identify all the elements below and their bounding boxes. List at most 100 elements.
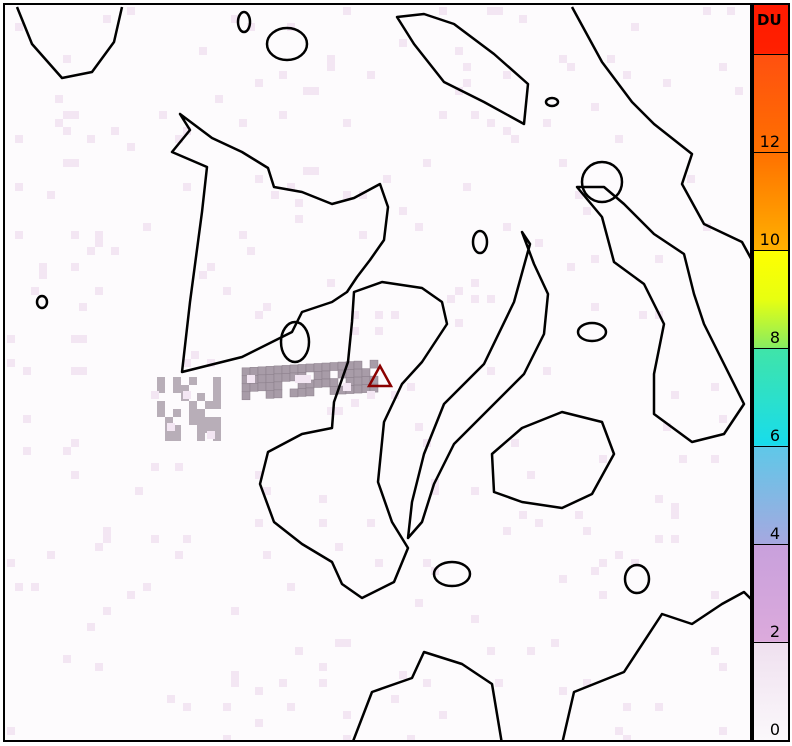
plume-cell bbox=[519, 511, 527, 519]
plume-cell bbox=[367, 519, 375, 527]
plume-cell bbox=[173, 425, 181, 433]
plume-cell bbox=[353, 384, 363, 394]
plume-cell bbox=[189, 401, 197, 409]
plume-cell bbox=[23, 415, 31, 423]
plume-cell bbox=[527, 471, 535, 479]
plume-cell bbox=[503, 527, 511, 535]
plume-cell bbox=[231, 607, 239, 615]
plume-cell bbox=[127, 143, 135, 151]
plume-cell bbox=[255, 687, 263, 695]
plume-cell bbox=[189, 377, 197, 385]
plume-cell bbox=[31, 583, 39, 591]
plume-cell bbox=[719, 63, 727, 71]
plume-cell bbox=[345, 369, 355, 378]
plume-cell bbox=[503, 127, 511, 135]
plume-cell bbox=[273, 373, 283, 383]
plume-cell bbox=[575, 191, 583, 199]
plume-cell bbox=[297, 388, 307, 397]
plume-cell bbox=[439, 7, 447, 15]
plume-cell bbox=[423, 559, 431, 567]
map-panel bbox=[3, 3, 752, 742]
plume-cell bbox=[207, 431, 215, 439]
plume-cell bbox=[559, 159, 567, 167]
plume-cell bbox=[183, 391, 191, 399]
plume-cell bbox=[239, 231, 247, 239]
plume-cell bbox=[327, 55, 335, 63]
plume-cell bbox=[87, 623, 95, 631]
plume-cell bbox=[15, 231, 23, 239]
plume-cell bbox=[335, 407, 343, 415]
colorbar-tick bbox=[754, 152, 788, 153]
plume-cell bbox=[295, 375, 303, 383]
plume-cell bbox=[7, 727, 15, 735]
plume-cell bbox=[23, 447, 31, 455]
colorbar-tick bbox=[754, 348, 788, 349]
plume-cell bbox=[199, 47, 207, 55]
plume-cell bbox=[213, 401, 221, 409]
coastline-southeast-island bbox=[490, 410, 616, 510]
plume-cell bbox=[173, 433, 181, 441]
plume-cell bbox=[197, 417, 205, 425]
plume-cell bbox=[55, 95, 63, 103]
plume-cell bbox=[79, 367, 87, 375]
plume-cell bbox=[591, 255, 599, 263]
plume-cell bbox=[303, 167, 311, 175]
plume-cell bbox=[655, 255, 663, 263]
plume-cell bbox=[281, 365, 291, 374]
plume-cell bbox=[287, 183, 295, 191]
plume-cell bbox=[303, 375, 311, 383]
plume-cell bbox=[183, 359, 191, 367]
plume-cell bbox=[719, 727, 727, 735]
plume-cell bbox=[247, 375, 255, 383]
plume-cell bbox=[327, 407, 335, 415]
plume-cell bbox=[423, 159, 431, 167]
plume-cell bbox=[559, 575, 567, 583]
coastline-central-island bbox=[258, 280, 449, 600]
plume-cell bbox=[205, 425, 213, 433]
plume-cell bbox=[207, 359, 215, 367]
plume-cell bbox=[111, 247, 119, 255]
plume-cell bbox=[313, 363, 323, 372]
plume-cell bbox=[279, 679, 287, 687]
plume-cell bbox=[231, 15, 239, 23]
plume-cell bbox=[39, 271, 47, 279]
plume-cell bbox=[197, 393, 205, 401]
plume-cell bbox=[255, 311, 263, 319]
plume-cell bbox=[313, 379, 323, 388]
plume-cell bbox=[255, 471, 263, 479]
plume-cell bbox=[679, 455, 687, 463]
plume-cell bbox=[351, 399, 359, 407]
plume-cell bbox=[439, 711, 447, 719]
plume-cell bbox=[727, 7, 735, 15]
plume-cell bbox=[559, 687, 567, 695]
plume-cell bbox=[31, 287, 39, 295]
plume-cell bbox=[241, 391, 251, 401]
plume-cell bbox=[15, 183, 23, 191]
plume-cell bbox=[353, 360, 363, 370]
plume-cell bbox=[359, 231, 367, 239]
plume-cell bbox=[623, 703, 631, 711]
plume-cell bbox=[391, 695, 399, 703]
plume-cell bbox=[471, 487, 479, 495]
plume-cell bbox=[165, 417, 173, 425]
plume-cell bbox=[103, 15, 111, 23]
plume-cell bbox=[703, 7, 711, 15]
plume-cell bbox=[173, 385, 181, 393]
plume-cell bbox=[407, 735, 415, 740]
plume-cell bbox=[159, 111, 167, 119]
plume-cell bbox=[215, 95, 223, 103]
plume-cell bbox=[639, 311, 647, 319]
plume-cell bbox=[623, 735, 631, 740]
plume-cell bbox=[103, 607, 111, 615]
plume-cell bbox=[711, 591, 719, 599]
plume-cell bbox=[295, 215, 303, 223]
plume-cell bbox=[503, 223, 511, 231]
plume-cell bbox=[175, 463, 183, 471]
plume-cell bbox=[321, 378, 331, 388]
coastline-west-island bbox=[170, 112, 390, 374]
plume-cell bbox=[7, 335, 15, 343]
plume-cell bbox=[391, 311, 399, 319]
plume-cell bbox=[591, 567, 599, 575]
plume-cell bbox=[39, 263, 47, 271]
coastline-south-landmass-2 bbox=[561, 590, 750, 740]
